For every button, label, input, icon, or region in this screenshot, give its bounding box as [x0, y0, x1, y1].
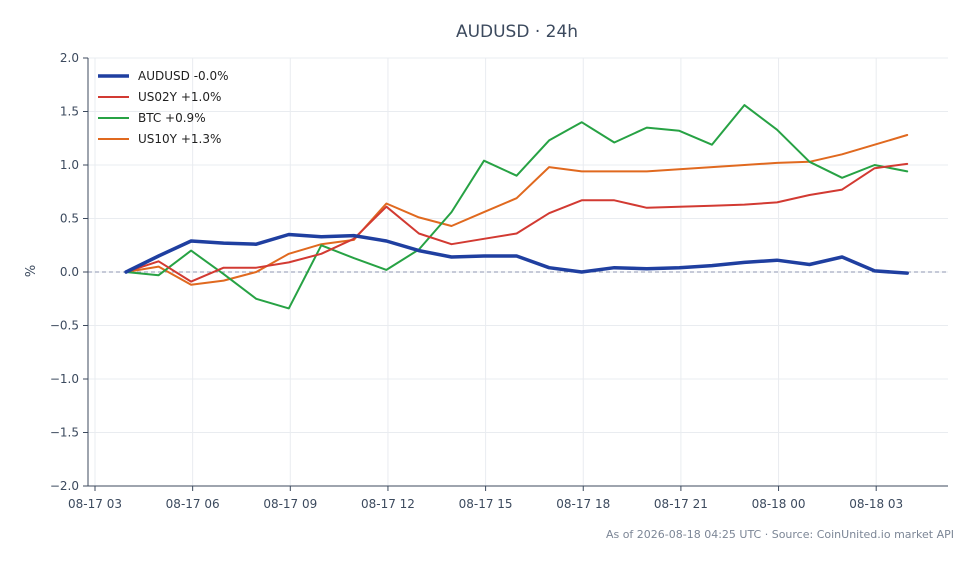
series-layer: [124, 104, 909, 310]
legend-label: AUDUSD -0.0%: [138, 69, 229, 83]
series-line-us10y: [125, 134, 909, 286]
y-tick-label: −0.5: [50, 319, 79, 333]
x-tick-label: 08-17 06: [166, 497, 220, 511]
x-tick-label: 08-17 18: [556, 497, 610, 511]
series-line-audusd: [124, 232, 909, 275]
series-line-btc: [125, 104, 909, 310]
y-tick-label: 0.5: [60, 212, 79, 226]
x-tick-label: 08-17 09: [263, 497, 317, 511]
chart-title: AUDUSD · 24h: [456, 22, 578, 42]
axes: 2.0 1.5 1.0 0.5 0.0 −0.5 −1.0 −1.5 −2.0 08-17 03 0…: [50, 51, 948, 511]
y-tick-label: −1.0: [50, 372, 79, 386]
series-line-us02y: [125, 162, 909, 283]
y-tick-label: 0.0: [60, 265, 79, 279]
y-tick-label: −1.5: [50, 426, 79, 440]
legend-label: US10Y +1.3%: [138, 132, 221, 146]
x-tick-label: 08-18 03: [849, 497, 903, 511]
legend: AUDUSD -0.0% US02Y +1.0% BTC +0.9% US10Y +1…: [98, 69, 229, 146]
y-tick-label: −2.0: [50, 479, 79, 493]
y-axis-label: %: [24, 265, 39, 277]
y-tick-label: 2.0: [60, 51, 79, 65]
footer-source: As of 2026-08-18 04:25 UTC · Source: Coi…: [606, 528, 954, 541]
x-tick-label: 08-17 21: [654, 497, 708, 511]
x-tick-label: 08-17 12: [361, 497, 415, 511]
x-tick-label: 08-17 03: [68, 497, 122, 511]
legend-label: US02Y +1.0%: [138, 90, 221, 104]
grid: [88, 57, 948, 487]
y-tick-label: 1.5: [60, 105, 79, 119]
legend-label: BTC +0.9%: [138, 111, 206, 125]
y-tick-label: 1.0: [60, 158, 79, 172]
x-tick-label: 08-17 15: [459, 497, 513, 511]
x-tick-label: 08-18 00: [752, 497, 806, 511]
